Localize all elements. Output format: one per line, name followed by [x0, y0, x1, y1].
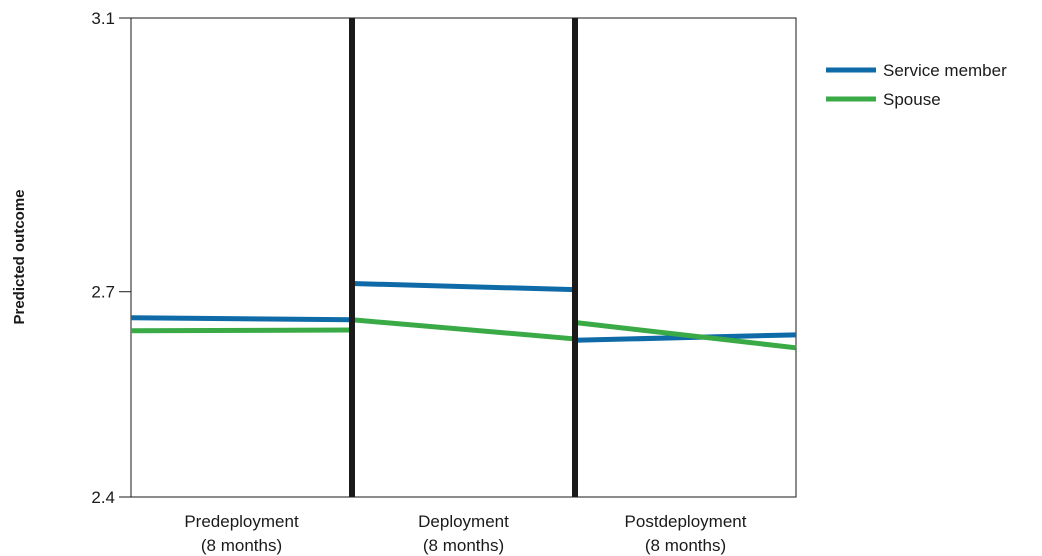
phase-label-0-line2: (8 months) — [201, 536, 282, 555]
phase-label-1-line2: (8 months) — [423, 536, 504, 555]
y-tick-label-2: 3.1 — [91, 9, 115, 28]
y-tick-label-0: 2.4 — [91, 488, 115, 507]
phase-label-2-line1: Postdeployment — [625, 512, 747, 531]
series-0-segment-1 — [351, 281, 576, 293]
legend-label-service-member: Service member — [883, 61, 1007, 80]
series-0-segment-0 — [130, 315, 353, 323]
series-1-segment-0 — [130, 327, 353, 334]
series-1-segment-1 — [351, 317, 576, 342]
plot-frame — [130, 17, 797, 498]
y-tick-label-1: 2.7 — [91, 283, 115, 302]
legend: Service member Spouse — [826, 61, 1007, 109]
series-1-segment-2 — [574, 320, 797, 351]
phase-label-0-line1: Predeployment — [184, 512, 299, 531]
phase-label-2-line2: (8 months) — [645, 536, 726, 555]
plot-layer: 2.4 2.7 3.1 Predeployment (8 months) Deployme… — [91, 9, 797, 555]
legend-label-spouse: Spouse — [883, 90, 941, 109]
y-axis-label: Predicted outcome — [11, 189, 28, 324]
phase-label-1-line1: Deployment — [418, 512, 509, 531]
